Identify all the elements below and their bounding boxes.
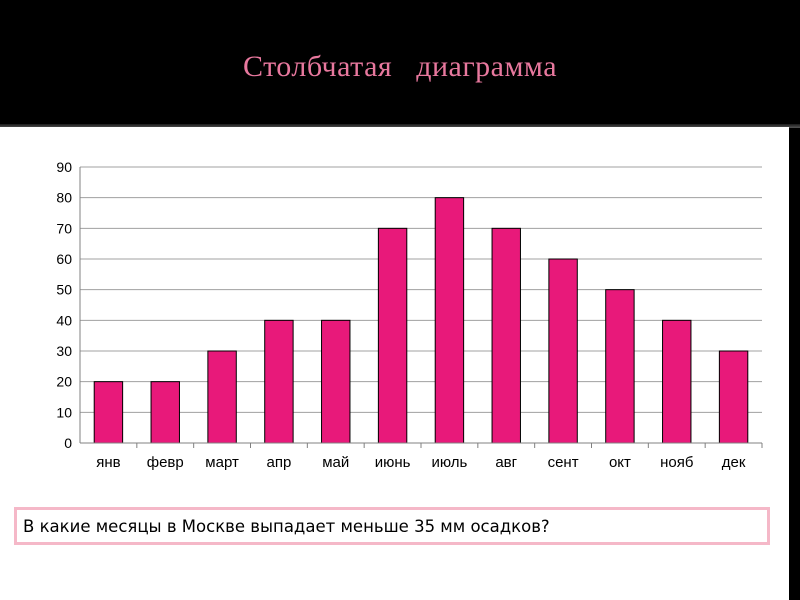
bar	[93, 381, 124, 444]
y-tick-label: 90	[56, 159, 72, 175]
bar	[321, 319, 351, 444]
y-tick-label: 80	[56, 190, 72, 206]
y-tick-label: 0	[64, 435, 72, 451]
y-tick-label: 30	[56, 343, 72, 359]
bar	[264, 319, 294, 444]
x-tick-label: авг	[495, 454, 517, 471]
bar	[150, 381, 180, 444]
x-tick-label: окт	[609, 454, 631, 471]
x-tick-label: янв	[96, 454, 120, 471]
bar	[662, 319, 692, 444]
bar	[491, 227, 521, 444]
bar	[207, 350, 237, 444]
bar-chart: 0 10 20 30 40 50 60 70 80 90 янв февр март апр май июнь…	[56, 159, 763, 471]
bar	[718, 350, 749, 444]
y-tick-label: 20	[56, 374, 72, 390]
content-divider	[0, 124, 800, 128]
x-tick-label: март	[205, 454, 239, 471]
x-tick-label: июнь	[375, 454, 411, 471]
question-box: В какие месяцы в Москве выпадает меньше …	[14, 507, 770, 545]
y-tick-label: 70	[56, 220, 72, 236]
x-tick-label: май	[322, 454, 349, 471]
x-tick-label: сент	[548, 454, 579, 471]
y-tick-label: 60	[56, 251, 72, 267]
bar	[605, 289, 635, 444]
x-tick-label: апр	[267, 454, 292, 471]
y-tick-label: 10	[56, 404, 72, 420]
x-tick-label: февр	[147, 454, 184, 471]
x-tick-label: июль	[431, 454, 467, 471]
bar	[548, 258, 578, 444]
slide-title: Столбчатая диаграмма	[242, 50, 558, 83]
bar	[377, 227, 408, 444]
x-tick-label: дек	[722, 454, 746, 471]
bar	[434, 197, 465, 444]
y-tick-label: 50	[56, 282, 72, 298]
y-tick-label: 40	[56, 312, 72, 328]
x-tick-label: нояб	[660, 454, 693, 471]
question-text: В какие месяцы в Москве выпадает меньше …	[23, 517, 550, 536]
